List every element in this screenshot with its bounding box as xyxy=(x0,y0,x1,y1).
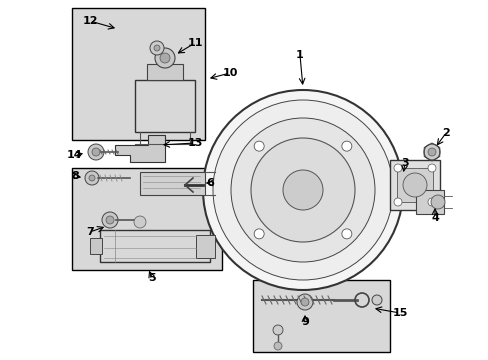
Circle shape xyxy=(427,148,435,156)
Circle shape xyxy=(301,298,308,306)
Circle shape xyxy=(296,294,312,310)
Circle shape xyxy=(85,171,99,185)
Circle shape xyxy=(254,141,264,151)
Circle shape xyxy=(102,212,118,228)
Bar xyxy=(196,235,215,258)
Circle shape xyxy=(134,216,146,228)
Circle shape xyxy=(88,144,104,160)
Circle shape xyxy=(402,173,426,197)
Bar xyxy=(140,172,204,195)
Circle shape xyxy=(272,325,283,335)
Circle shape xyxy=(230,118,374,262)
Text: 7: 7 xyxy=(86,227,94,237)
Circle shape xyxy=(250,138,354,242)
Polygon shape xyxy=(115,135,164,162)
Bar xyxy=(252,280,389,352)
Circle shape xyxy=(427,198,435,206)
Bar xyxy=(72,8,204,140)
Bar xyxy=(415,190,443,214)
Circle shape xyxy=(423,144,439,160)
Text: 9: 9 xyxy=(301,317,308,327)
Text: 13: 13 xyxy=(187,138,202,148)
Text: 15: 15 xyxy=(391,308,407,318)
Bar xyxy=(396,168,432,202)
Circle shape xyxy=(89,175,95,181)
Text: 11: 11 xyxy=(187,38,203,48)
Text: 6: 6 xyxy=(205,178,214,188)
Circle shape xyxy=(341,229,351,239)
Text: 3: 3 xyxy=(400,158,408,168)
Circle shape xyxy=(150,41,163,55)
Circle shape xyxy=(427,164,435,172)
Bar xyxy=(90,238,102,254)
Bar xyxy=(100,230,209,262)
Text: 12: 12 xyxy=(82,16,98,26)
Text: 2: 2 xyxy=(441,128,449,138)
Circle shape xyxy=(430,195,444,209)
Circle shape xyxy=(155,48,175,68)
Circle shape xyxy=(283,170,323,210)
Circle shape xyxy=(273,342,282,350)
Text: 10: 10 xyxy=(222,68,237,78)
Circle shape xyxy=(106,216,114,224)
Circle shape xyxy=(341,141,351,151)
Text: 1: 1 xyxy=(296,50,303,60)
Bar xyxy=(389,160,439,210)
Bar xyxy=(147,64,183,80)
Circle shape xyxy=(92,148,100,156)
Bar xyxy=(72,168,222,270)
Circle shape xyxy=(254,229,264,239)
Circle shape xyxy=(154,45,160,51)
Circle shape xyxy=(203,90,402,290)
Bar xyxy=(135,80,195,132)
Text: 8: 8 xyxy=(71,171,79,181)
Text: 14: 14 xyxy=(67,150,82,160)
Circle shape xyxy=(393,198,401,206)
Circle shape xyxy=(213,100,392,280)
Circle shape xyxy=(160,53,170,63)
Text: 5: 5 xyxy=(148,273,156,283)
Circle shape xyxy=(371,295,381,305)
Circle shape xyxy=(393,164,401,172)
Text: 4: 4 xyxy=(430,213,438,223)
